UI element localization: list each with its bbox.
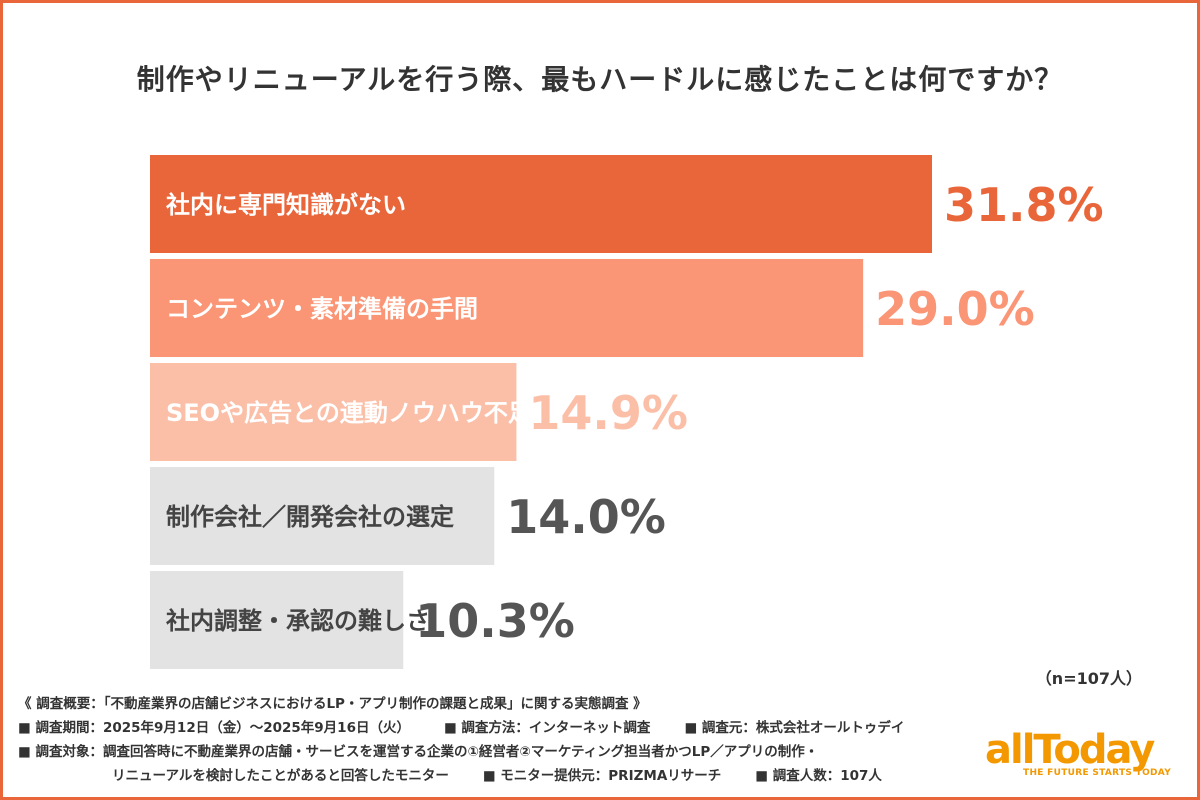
bar-category-label-3: SEOや広告との連動ノウハウ不足 <box>166 399 532 427</box>
bar-category-label-2: コンテンツ・素材準備の手間 <box>166 295 478 323</box>
survey-target-line1: ■ 調査対象：調査回答時に不動産業界の店舗・サービスを運営する企業の①経営者②マ… <box>18 744 819 760</box>
bar-category-label-4: 制作会社／開発会社の選定 <box>166 503 454 531</box>
chart-title: 制作やリニューアルを行う際、最もハードルに感じたことは何ですか？ <box>136 63 1064 96</box>
bar-value-label-3: 14.9% <box>528 386 688 440</box>
bar-4 <box>150 467 495 565</box>
sample-size-note: （n=107人） <box>1035 669 1142 688</box>
survey-source: ■ 調査元：株式会社オールトゥデイ <box>684 720 905 736</box>
bar-2 <box>150 259 864 357</box>
bar-value-label-4: 14.0% <box>506 490 666 544</box>
bar-value-label-1: 31.8% <box>944 178 1104 232</box>
alltoday-logo: allToday THE FUTURE STARTS TODAY <box>985 728 1185 788</box>
monitor-provider: ■ モニター提供元：PRIZMAリサーチ <box>482 768 722 784</box>
survey-overview: 《 調査概要：「不動産業界の店舗ビジネスにおけるLP・アプリ制作の課題と成果」に… <box>18 696 647 712</box>
survey-notes: 《 調査概要：「不動産業界の店舗ビジネスにおけるLP・アプリ制作の課題と成果」に… <box>18 692 978 788</box>
survey-period: ■ 調査期間：2025年9月12日（金）～2025年9月16日（火） <box>18 720 410 736</box>
bar-category-label-5: 社内調整・承認の難しさ <box>166 607 430 635</box>
survey-target-line2: リニューアルを検討したことがあると回答したモニター <box>112 768 449 784</box>
bar-value-label-5: 10.3% <box>415 594 575 648</box>
logo-tagline: THE FUTURE STARTS TODAY <box>1023 768 1172 778</box>
bar-3 <box>150 363 517 461</box>
survey-method: ■ 調査方法：インターネット調査 <box>443 720 651 736</box>
bar-1 <box>150 155 932 253</box>
bar-value-label-2: 29.0% <box>875 282 1035 336</box>
logo-wordmark: allToday <box>985 727 1155 773</box>
survey-count: ■ 調査人数：107人 <box>755 768 882 784</box>
bar-category-label-1: 社内に専門知識がない <box>166 191 406 219</box>
bar-5 <box>150 571 404 669</box>
